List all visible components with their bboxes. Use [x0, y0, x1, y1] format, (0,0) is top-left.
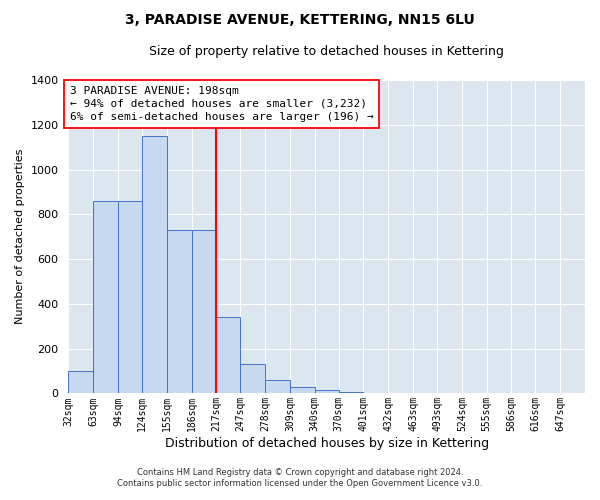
Bar [241, 364, 265, 394]
Bar [217, 318, 241, 394]
Bar [142, 136, 167, 394]
Bar [265, 380, 290, 394]
Bar [338, 392, 364, 394]
Bar [167, 230, 191, 394]
Bar [191, 230, 217, 394]
Bar [315, 390, 338, 394]
Y-axis label: Number of detached properties: Number of detached properties [15, 149, 25, 324]
Bar [290, 386, 315, 394]
Bar [93, 201, 118, 394]
Bar [118, 201, 142, 394]
X-axis label: Distribution of detached houses by size in Kettering: Distribution of detached houses by size … [164, 437, 489, 450]
Title: Size of property relative to detached houses in Kettering: Size of property relative to detached ho… [149, 45, 504, 58]
Text: 3 PARADISE AVENUE: 198sqm
← 94% of detached houses are smaller (3,232)
6% of sem: 3 PARADISE AVENUE: 198sqm ← 94% of detac… [70, 86, 374, 122]
Bar [68, 371, 93, 394]
Text: Contains HM Land Registry data © Crown copyright and database right 2024.
Contai: Contains HM Land Registry data © Crown c… [118, 468, 482, 487]
Text: 3, PARADISE AVENUE, KETTERING, NN15 6LU: 3, PARADISE AVENUE, KETTERING, NN15 6LU [125, 12, 475, 26]
